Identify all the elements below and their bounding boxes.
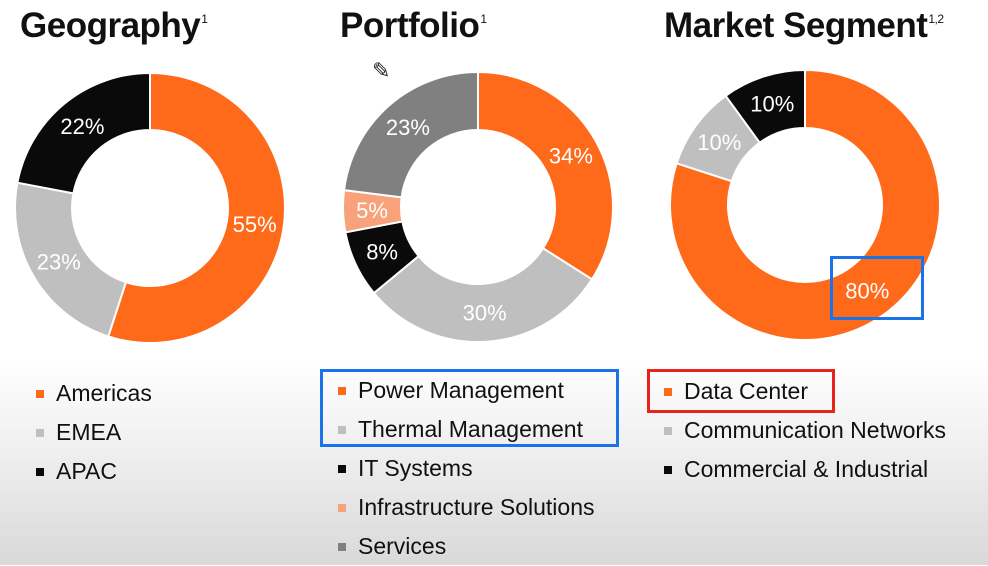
market-segment-title-text: Market Segment [664, 6, 928, 45]
legend-label: Power Management [358, 377, 564, 403]
data-label-commercial-and-industrial: 10% [750, 92, 794, 117]
slice-services [342, 70, 479, 199]
data-label-infrastructure-solutions: 5% [356, 198, 388, 223]
legend-swatch [338, 464, 346, 473]
legend-label: Services [358, 533, 447, 559]
legend-swatch [664, 387, 672, 396]
slice-data-center [669, 68, 941, 341]
slice-apac [16, 71, 151, 195]
data-label-thermal-management: 30% [463, 300, 507, 325]
portfolio-title-text: Portfolio [340, 6, 480, 45]
legend-item-infrastructure-solutions: Infrastructure Solutions [338, 488, 595, 527]
legend-item-emea: EMEA [36, 413, 152, 452]
legend-label: Americas [56, 380, 152, 406]
legend-label: Communication Networks [684, 417, 947, 443]
geography-title-text: Geography [20, 6, 201, 45]
market-segment-legend: Data Center Communication Networks Commerc… [664, 372, 946, 489]
slice-commercial-and-industrial [724, 68, 806, 145]
legend-swatch [338, 542, 346, 551]
market-segment-title: Market Segment1,2 [664, 6, 944, 46]
data-label-emea: 23% [37, 249, 81, 274]
legend-item-commercial-and-industrial: Commercial & Industrial [664, 450, 946, 489]
geography-title-footnote: 1 [201, 12, 208, 26]
legend-item-americas: Americas [36, 374, 152, 413]
slice-americas [107, 71, 286, 344]
legend-item-it-systems: IT Systems [338, 449, 595, 488]
legend-swatch [664, 465, 672, 474]
data-label-apac: 22% [60, 114, 104, 139]
legend-swatch [36, 389, 44, 398]
slice-emea [14, 181, 128, 338]
legend-label: IT Systems [358, 455, 473, 481]
market-segment-title-footnote: 1,2 [928, 12, 944, 26]
legend-swatch [338, 503, 346, 512]
legend-label: Thermal Management [358, 416, 583, 442]
data-label-services: 23% [386, 115, 430, 140]
geography-title: Geography1 [20, 6, 208, 46]
legend-label: APAC [56, 458, 117, 484]
slice-power-management [477, 70, 614, 281]
data-label-power-management: 34% [549, 143, 593, 168]
data-label-data-center: 80% [845, 278, 889, 303]
pencil-cursor-icon: ✎ [372, 58, 391, 83]
legend-item-services: Services [338, 527, 595, 566]
legend-swatch [36, 428, 44, 437]
data-center-legend-highlight-box [647, 369, 835, 413]
legend-item-apac: APAC [36, 452, 152, 491]
legend-item-data-center: Data Center [664, 372, 946, 411]
portfolio-legend-highlight-box [320, 369, 619, 447]
slice-thermal-management [372, 246, 594, 343]
legend-swatch [338, 386, 346, 395]
data-center-value-highlight-box [830, 256, 924, 320]
legend-label: Data Center [684, 378, 809, 404]
portfolio-legend: Power Management Thermal Management IT Sys… [338, 371, 595, 566]
legend-swatch [664, 426, 672, 435]
portfolio-title: Portfolio1 [340, 6, 487, 46]
data-label-americas: 55% [233, 212, 277, 237]
legend-label: Infrastructure Solutions [358, 494, 595, 520]
legend-label: EMEA [56, 419, 122, 445]
portfolio-title-footnote: 1 [480, 12, 487, 26]
data-label-communication-networks: 10% [697, 130, 741, 155]
legend-item-communication-networks: Communication Networks [664, 411, 946, 450]
legend-swatch [338, 425, 346, 434]
legend-swatch [36, 467, 44, 476]
legend-item-thermal-management: Thermal Management [338, 410, 595, 449]
data-label-it-systems: 8% [366, 240, 398, 265]
geography-legend: Americas EMEA APAC [36, 374, 152, 491]
legend-item-power-management: Power Management [338, 371, 595, 410]
legend-label: Commercial & Industrial [684, 456, 929, 482]
